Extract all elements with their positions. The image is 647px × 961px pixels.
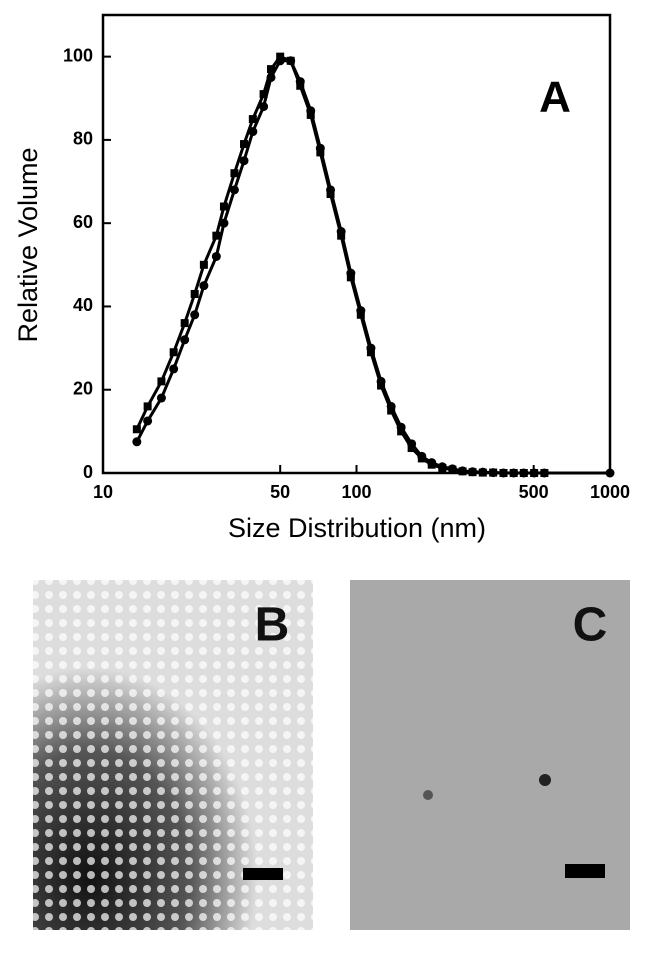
point (530, 469, 539, 477)
point (230, 169, 239, 178)
point (366, 348, 375, 357)
point (190, 310, 200, 320)
point (169, 364, 179, 374)
point (438, 464, 447, 473)
point (356, 310, 365, 319)
point (407, 444, 416, 453)
point (468, 468, 477, 477)
point (132, 437, 142, 447)
point (240, 140, 249, 149)
point (259, 102, 269, 112)
point (509, 469, 518, 477)
x-tick-label: 10 (93, 482, 113, 502)
x-axis-label: Size Distribution (nm) (228, 513, 486, 543)
point (346, 273, 355, 282)
point (296, 81, 305, 90)
point (458, 467, 467, 476)
panel-label: A (539, 73, 571, 122)
point (387, 406, 396, 415)
panel-b: B (33, 580, 313, 930)
point (499, 469, 508, 477)
point (199, 281, 209, 291)
point (478, 468, 487, 477)
point (180, 335, 190, 345)
point (377, 381, 386, 390)
point (605, 468, 615, 478)
panel-label: B (255, 599, 290, 652)
point (267, 65, 276, 74)
particle (423, 790, 433, 800)
point (211, 251, 221, 261)
x-tick-label: 1000 (590, 482, 630, 502)
point (326, 190, 335, 199)
point (248, 115, 257, 124)
particle (539, 774, 551, 786)
point (229, 185, 239, 195)
point (169, 348, 178, 357)
point (157, 377, 166, 386)
point (448, 465, 457, 474)
y-tick-label: 60 (73, 212, 93, 232)
plot-frame (101, 13, 612, 475)
x-tick-label: 100 (341, 482, 371, 502)
point (519, 469, 528, 477)
series-line (135, 54, 545, 475)
point (276, 52, 285, 61)
panel-c: C (350, 580, 630, 930)
y-axis-label: Relative Volume (13, 147, 43, 342)
y-tick-label: 20 (73, 378, 93, 398)
scale-bar (565, 864, 605, 878)
point (212, 231, 221, 240)
point (540, 469, 549, 477)
point (190, 289, 199, 298)
scale-bar (243, 868, 283, 880)
point (337, 231, 346, 240)
point (199, 260, 208, 269)
point (417, 454, 426, 463)
point (143, 402, 152, 411)
point (427, 460, 436, 469)
y-tick-label: 0 (83, 462, 93, 482)
point (180, 319, 189, 328)
point (286, 56, 295, 65)
x-tick-label: 50 (270, 482, 290, 502)
x-tick-label: 500 (519, 482, 549, 502)
point (219, 202, 228, 211)
point (489, 468, 498, 477)
point (306, 110, 315, 119)
point (316, 148, 325, 157)
point (239, 156, 249, 166)
point (132, 425, 141, 434)
panel-label: C (573, 599, 608, 652)
y-tick-label: 100 (63, 45, 93, 65)
point (397, 427, 406, 436)
y-tick-label: 80 (73, 129, 93, 149)
point (259, 90, 268, 99)
point (143, 416, 153, 426)
y-tick-label: 40 (73, 295, 93, 315)
point (156, 393, 166, 403)
